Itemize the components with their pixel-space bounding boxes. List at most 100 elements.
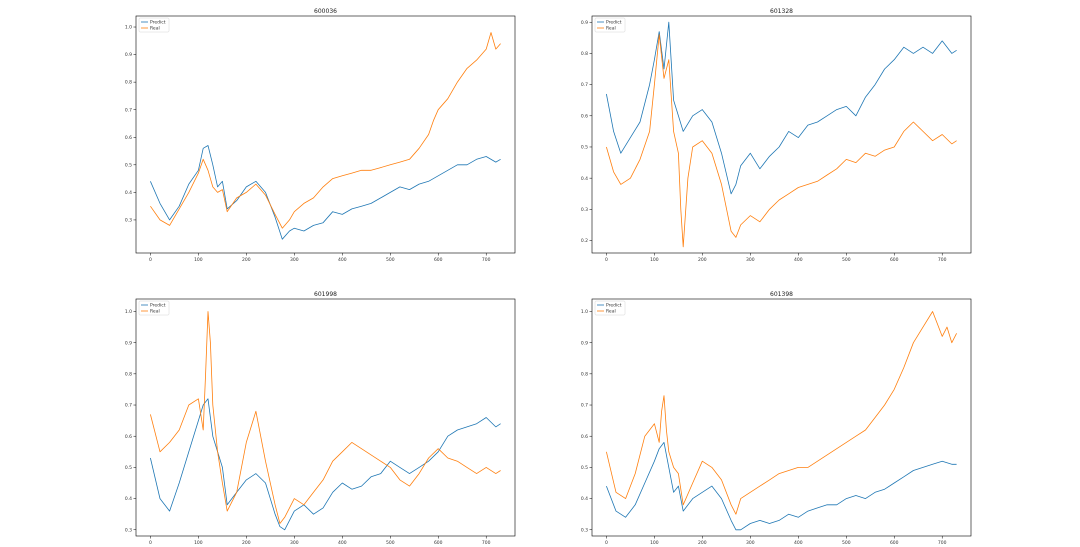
- x-tick-label: 0: [149, 540, 152, 546]
- chart-panel-0: 600036 0 100 200 300 400 500 600 700 0.3 0.4 0.5 0.6…: [125, 8, 516, 263]
- y-tick-label: 0.8: [581, 51, 588, 57]
- series-line-real: [150, 32, 501, 229]
- legend-label-predict: Predict: [606, 20, 622, 26]
- y-tick-label: 0.5: [581, 145, 588, 151]
- x-tick-label: 600: [434, 257, 443, 263]
- chart-title: 601998: [314, 291, 337, 298]
- chart-panel-2: 601998 0 100 200 300 400 500 600 700 0.3 0.4 0.5 0.6…: [125, 291, 516, 546]
- series-line-real: [606, 311, 957, 515]
- x-tick-label: 100: [194, 540, 203, 546]
- x-tick-label: 700: [482, 540, 491, 546]
- y-tick-label: 0.4: [581, 496, 588, 502]
- legend-label-real: Real: [606, 309, 616, 315]
- y-tick-label: 0.6: [125, 135, 132, 141]
- y-tick-label: 0.7: [125, 107, 132, 113]
- series-line-predict: [150, 145, 501, 240]
- x-tick-label: 600: [890, 257, 899, 263]
- x-tick-label: 400: [794, 257, 803, 263]
- x-tick-label: 700: [938, 540, 947, 546]
- x-tick-label: 200: [698, 257, 707, 263]
- axes-frame: [135, 15, 516, 254]
- legend-label-real: Real: [150, 26, 160, 32]
- chart-title: 601398: [770, 291, 793, 298]
- legend-box: [138, 300, 170, 316]
- y-tick-label: 0.4: [581, 176, 588, 182]
- x-tick-label: 500: [842, 540, 851, 546]
- y-tick-label: 0.6: [581, 434, 588, 440]
- x-tick-label: 100: [650, 257, 659, 263]
- axes-frame: [591, 298, 972, 537]
- x-tick-label: 0: [605, 540, 608, 546]
- x-tick-label: 500: [386, 257, 395, 263]
- legend-box: [138, 17, 170, 33]
- x-tick-label: 400: [338, 540, 347, 546]
- y-tick-label: 0.3: [581, 207, 588, 213]
- x-tick-label: 200: [242, 257, 251, 263]
- chart-title: 601328: [770, 8, 793, 15]
- axes-frame: [591, 15, 972, 254]
- x-tick-label: 300: [290, 540, 299, 546]
- y-tick-label: 0.7: [581, 82, 588, 88]
- y-tick-label: 0.9: [125, 340, 132, 346]
- y-tick-label: 0.5: [581, 465, 588, 471]
- series-line-predict: [606, 21, 957, 195]
- y-tick-label: 0.3: [125, 527, 132, 533]
- axes-frame: [135, 298, 516, 537]
- x-tick-label: 600: [890, 540, 899, 546]
- x-tick-label: 400: [338, 257, 347, 263]
- x-tick-label: 0: [605, 257, 608, 263]
- x-tick-label: 200: [242, 540, 251, 546]
- x-tick-label: 200: [698, 540, 707, 546]
- x-tick-label: 300: [290, 257, 299, 263]
- chart-panel-3: 601398 0 100 200 300 400 500 600 700 0.3 0.4 0.5 0.6…: [581, 291, 972, 546]
- y-tick-label: 1.0: [581, 309, 588, 315]
- y-tick-label: 0.6: [125, 434, 132, 440]
- legend-box: [594, 17, 626, 33]
- series-line-predict: [150, 398, 501, 531]
- y-tick-label: 0.4: [125, 496, 132, 502]
- y-tick-label: 0.9: [581, 20, 588, 26]
- y-tick-label: 0.8: [581, 371, 588, 377]
- y-tick-label: 1.0: [125, 25, 132, 31]
- y-tick-label: 0.8: [125, 371, 132, 377]
- y-tick-label: 1.0: [125, 309, 132, 315]
- legend-box: [594, 300, 626, 316]
- x-tick-label: 0: [149, 257, 152, 263]
- y-tick-label: 0.9: [125, 52, 132, 58]
- y-tick-label: 0.7: [125, 403, 132, 409]
- x-tick-label: 700: [482, 257, 491, 263]
- x-tick-label: 400: [794, 540, 803, 546]
- series-line-real: [150, 311, 501, 524]
- x-tick-label: 500: [842, 257, 851, 263]
- y-tick-label: 0.7: [581, 403, 588, 409]
- y-tick-label: 0.4: [125, 190, 132, 196]
- x-tick-label: 600: [434, 540, 443, 546]
- y-tick-label: 0.5: [125, 465, 132, 471]
- x-tick-label: 100: [650, 540, 659, 546]
- x-tick-label: 300: [746, 257, 755, 263]
- y-tick-label: 0.5: [125, 162, 132, 168]
- y-tick-label: 0.3: [125, 218, 132, 224]
- x-tick-label: 700: [938, 257, 947, 263]
- series-line-predict: [606, 441, 957, 531]
- y-tick-label: 0.3: [581, 527, 588, 533]
- y-tick-label: 0.9: [581, 340, 588, 346]
- series-line-real: [606, 34, 957, 248]
- legend-label-predict: Predict: [150, 20, 166, 26]
- chart-title: 600036: [314, 8, 337, 15]
- chart-panel-1: 601328 0 100 200 300 400 500 600 700 0.2 0.3 0.4 0.5…: [581, 8, 972, 263]
- legend-label-real: Real: [606, 26, 616, 32]
- y-tick-label: 0.2: [581, 238, 588, 244]
- y-tick-label: 0.6: [581, 113, 588, 119]
- x-tick-label: 100: [194, 257, 203, 263]
- legend-label-predict: Predict: [150, 303, 166, 309]
- legend-label-predict: Predict: [606, 303, 622, 309]
- x-tick-label: 500: [386, 540, 395, 546]
- x-tick-label: 300: [746, 540, 755, 546]
- y-tick-label: 0.8: [125, 80, 132, 86]
